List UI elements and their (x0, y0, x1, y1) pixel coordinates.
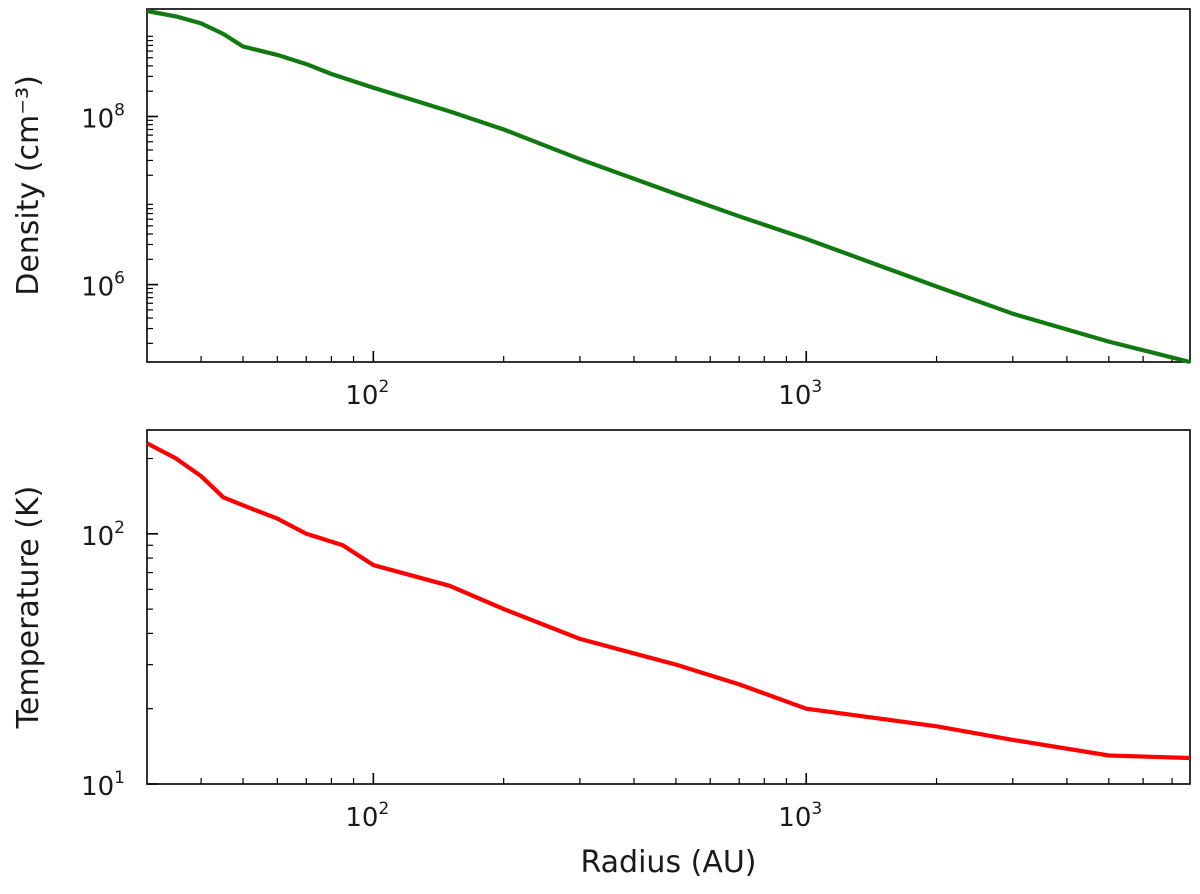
plot-frame (146, 429, 1191, 785)
series-line (146, 441, 1191, 761)
x-tick-label: 102 (345, 799, 389, 833)
x-tick-label: 102 (345, 377, 389, 411)
y-tick-label: 106 (81, 269, 125, 303)
y-tick-label: 108 (81, 100, 125, 134)
temperature-panel: 102 103 101 102 Temperature (K) Radius (AU) (11, 429, 1191, 880)
series-line (146, 8, 1191, 365)
plot-frame (146, 8, 1191, 363)
x-tick-label: 103 (778, 377, 822, 411)
y-tick-label: 102 (81, 518, 125, 552)
y-axis-label: Temperature (K) (11, 486, 46, 730)
y-axis-label: Density (cm⁻³) (11, 75, 46, 296)
density-panel: 102 103 106 108 Density (cm⁻³) (11, 8, 1191, 411)
y-tick-label: 101 (81, 768, 125, 802)
x-tick-label: 103 (778, 799, 822, 833)
x-axis-label: Radius (AU) (580, 845, 756, 880)
